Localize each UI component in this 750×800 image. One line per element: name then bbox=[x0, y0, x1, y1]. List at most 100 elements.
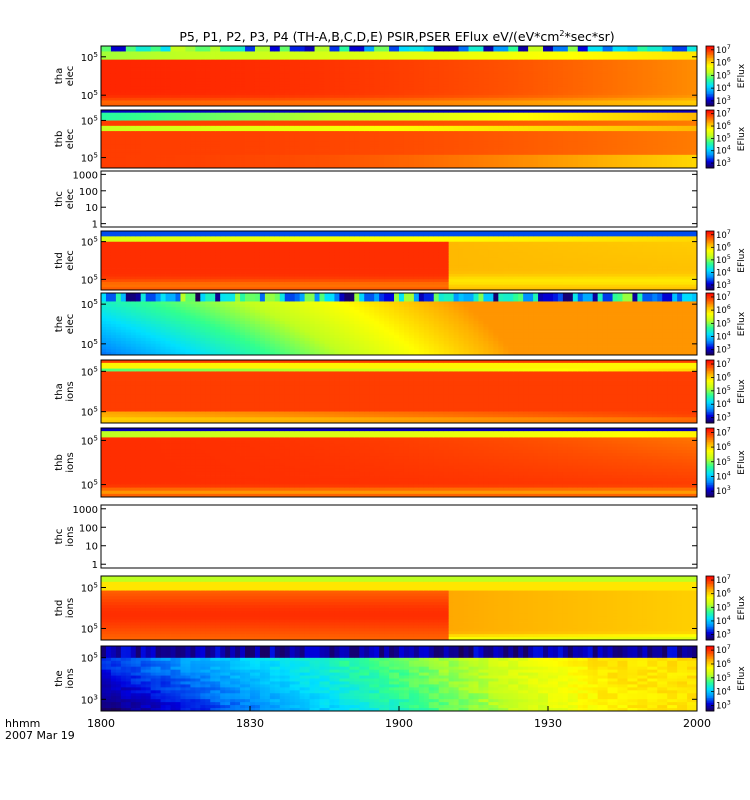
heatmap-cell bbox=[111, 65, 116, 68]
heatmap-cell bbox=[285, 65, 290, 68]
heatmap-cell bbox=[404, 73, 409, 76]
heatmap-cell bbox=[444, 81, 449, 84]
heatmap-cell bbox=[513, 79, 518, 82]
heatmap-cell bbox=[295, 101, 300, 104]
heatmap-cell bbox=[354, 49, 359, 52]
heatmap-cell bbox=[310, 79, 315, 82]
heatmap-cell bbox=[151, 54, 156, 57]
heatmap-cell bbox=[225, 68, 230, 71]
heatmap-cell bbox=[235, 65, 240, 68]
heatmap-cell bbox=[503, 95, 508, 98]
heatmap-cell bbox=[434, 51, 439, 54]
heatmap-cell bbox=[205, 57, 210, 60]
heatmap-cell bbox=[469, 84, 474, 87]
heatmap-cell bbox=[275, 101, 280, 104]
heatmap-cell bbox=[156, 71, 161, 74]
heatmap-cell bbox=[176, 57, 181, 60]
heatmap-cell bbox=[230, 101, 235, 104]
heatmap-cell bbox=[419, 60, 424, 63]
heatmap-cell bbox=[106, 60, 111, 63]
heatmap-cell bbox=[285, 90, 290, 93]
heatmap-cell bbox=[459, 73, 464, 76]
heatmap-cell bbox=[245, 49, 250, 52]
heatmap-cell bbox=[344, 87, 349, 90]
heatmap-cell bbox=[349, 62, 354, 65]
heatmap-cell bbox=[469, 73, 474, 76]
heatmap-cell bbox=[349, 81, 354, 84]
heatmap-cell bbox=[389, 57, 394, 60]
heatmap-cell bbox=[126, 84, 131, 87]
heatmap-cell bbox=[449, 76, 454, 79]
heatmap-cell bbox=[459, 65, 464, 68]
heatmap-cell bbox=[270, 101, 275, 104]
heatmap-cell bbox=[255, 57, 260, 60]
heatmap-cell bbox=[315, 95, 320, 98]
heatmap-cell bbox=[161, 95, 166, 98]
heatmap-cell bbox=[290, 81, 295, 84]
heatmap-cell bbox=[384, 68, 389, 71]
heatmap-cell bbox=[230, 65, 235, 68]
heatmap-cell bbox=[488, 49, 493, 52]
heatmap-cell bbox=[200, 79, 205, 82]
heatmap-cell bbox=[250, 57, 255, 60]
heatmap-cell bbox=[225, 95, 230, 98]
heatmap-cell bbox=[240, 68, 245, 71]
heatmap-cell bbox=[498, 101, 503, 104]
heatmap-cell bbox=[424, 71, 429, 74]
heatmap-cell bbox=[498, 62, 503, 65]
heatmap-cell bbox=[389, 51, 394, 54]
heatmap-cell bbox=[205, 92, 210, 95]
heatmap-cell bbox=[180, 81, 185, 84]
heatmap-cell bbox=[325, 101, 330, 104]
heatmap-cell bbox=[185, 76, 190, 79]
heatmap-cell bbox=[285, 81, 290, 84]
heatmap-cell bbox=[354, 62, 359, 65]
heatmap-cell bbox=[195, 57, 200, 60]
heatmap-cell bbox=[399, 101, 404, 104]
heatmap-cell bbox=[404, 49, 409, 52]
heatmap-cell bbox=[339, 79, 344, 82]
heatmap-cell bbox=[121, 101, 126, 104]
heatmap-cell bbox=[478, 51, 483, 54]
heatmap-cell bbox=[270, 57, 275, 60]
heatmap-cell bbox=[270, 81, 275, 84]
heatmap-cell bbox=[215, 92, 220, 95]
heatmap-cell bbox=[379, 90, 384, 93]
heatmap-cell bbox=[116, 92, 121, 95]
heatmap-cell bbox=[300, 87, 305, 90]
heatmap-cell bbox=[474, 60, 479, 63]
heatmap-cell bbox=[384, 95, 389, 98]
heatmap-cell bbox=[166, 76, 171, 79]
heatmap-cell bbox=[334, 84, 339, 87]
heatmap-cell bbox=[364, 57, 369, 60]
heatmap-cell bbox=[131, 51, 136, 54]
heatmap-cell bbox=[230, 81, 235, 84]
heatmap-cell bbox=[459, 84, 464, 87]
heatmap-cell bbox=[136, 49, 141, 52]
heatmap-cell bbox=[215, 68, 220, 71]
heatmap-cell bbox=[374, 57, 379, 60]
heatmap-cell bbox=[176, 81, 181, 84]
heatmap-cell bbox=[176, 51, 181, 54]
heatmap-cell bbox=[464, 62, 469, 65]
heatmap-cell bbox=[200, 49, 205, 52]
heatmap-cell bbox=[290, 49, 295, 52]
heatmap-cell bbox=[354, 76, 359, 79]
heatmap-cell bbox=[434, 65, 439, 68]
heatmap-cell bbox=[245, 68, 250, 71]
heatmap-cell bbox=[508, 90, 513, 93]
heatmap-cell bbox=[354, 95, 359, 98]
heatmap-cell bbox=[275, 54, 280, 57]
heatmap-cell bbox=[180, 84, 185, 87]
heatmap-cell bbox=[101, 62, 106, 65]
heatmap-cell bbox=[454, 71, 459, 74]
heatmap-cell bbox=[300, 79, 305, 82]
heatmap-cell bbox=[285, 87, 290, 90]
heatmap-cell bbox=[498, 98, 503, 101]
heatmap-cell bbox=[379, 65, 384, 68]
heatmap-cell bbox=[190, 81, 195, 84]
heatmap-cell bbox=[176, 76, 181, 79]
heatmap-cell bbox=[106, 68, 111, 71]
heatmap-cell bbox=[116, 84, 121, 87]
heatmap-cell bbox=[146, 71, 151, 74]
